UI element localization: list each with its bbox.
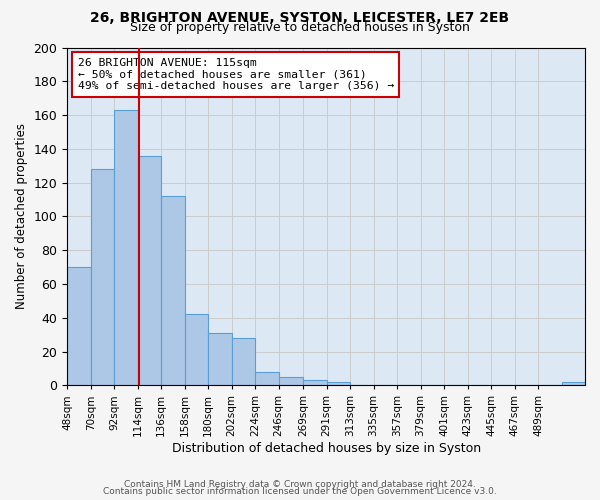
Text: 26, BRIGHTON AVENUE, SYSTON, LEICESTER, LE7 2EB: 26, BRIGHTON AVENUE, SYSTON, LEICESTER, … [91, 12, 509, 26]
Text: Contains public sector information licensed under the Open Government Licence v3: Contains public sector information licen… [103, 487, 497, 496]
Bar [208, 333, 232, 386]
Bar [161, 196, 185, 386]
Bar [232, 338, 255, 386]
Bar [255, 372, 278, 386]
Text: Contains HM Land Registry data © Crown copyright and database right 2024.: Contains HM Land Registry data © Crown c… [124, 480, 476, 489]
Y-axis label: Number of detached properties: Number of detached properties [15, 124, 28, 310]
Bar [91, 169, 114, 386]
Bar [114, 110, 137, 386]
Bar [185, 314, 208, 386]
Bar [67, 267, 91, 386]
Bar [562, 382, 585, 386]
Text: 26 BRIGHTON AVENUE: 115sqm
← 50% of detached houses are smaller (361)
49% of sem: 26 BRIGHTON AVENUE: 115sqm ← 50% of deta… [77, 58, 394, 91]
Bar [326, 382, 350, 386]
Bar [278, 377, 303, 386]
Bar [303, 380, 326, 386]
X-axis label: Distribution of detached houses by size in Syston: Distribution of detached houses by size … [172, 442, 481, 455]
Text: Size of property relative to detached houses in Syston: Size of property relative to detached ho… [130, 22, 470, 35]
Bar [137, 156, 161, 386]
